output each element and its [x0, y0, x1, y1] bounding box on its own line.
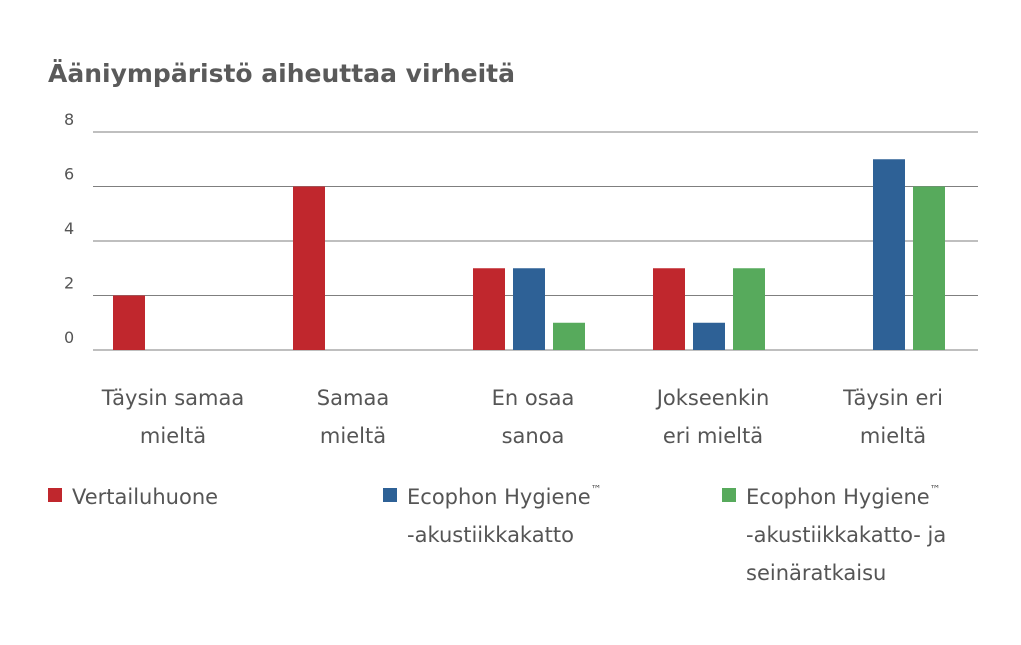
- bar: [693, 322, 725, 350]
- legend-swatch: [383, 488, 397, 502]
- bar: [873, 159, 905, 350]
- bar: [913, 186, 945, 350]
- category-label: eri mieltä: [663, 424, 763, 448]
- legend-label: Vertailuhuone: [72, 485, 218, 509]
- category-label: Täysin eri: [842, 386, 943, 410]
- y-tick-label: 2: [64, 274, 74, 293]
- y-axis-tick-labels: 0 2 4 6 8: [64, 110, 74, 347]
- legend-label: seinäratkaisu: [746, 561, 886, 585]
- category-label: Täysin samaa: [101, 386, 244, 410]
- bar: [293, 186, 325, 350]
- bar: [553, 322, 585, 350]
- category-label: En osaa: [492, 386, 575, 410]
- y-tick-label: 8: [64, 110, 74, 129]
- category-label: sanoa: [502, 424, 565, 448]
- legend-swatch: [48, 488, 62, 502]
- y-tick-label: 0: [64, 328, 74, 347]
- y-tick-label: 6: [64, 165, 74, 184]
- legend-label: Ecophon Hygiene™: [407, 483, 602, 509]
- category-label: mieltä: [140, 424, 206, 448]
- legend-label: -akustiikkakatto- ja: [746, 523, 946, 547]
- bar: [513, 268, 545, 350]
- category-label: mieltä: [320, 424, 386, 448]
- legend: Vertailuhuone Ecophon Hygiene™ -akustiikka…: [48, 483, 946, 585]
- bar: [473, 268, 505, 350]
- legend-label: -akustiikkakatto: [407, 523, 574, 547]
- category-label: Jokseenkin: [655, 386, 770, 410]
- category-label: mieltä: [860, 424, 926, 448]
- y-tick-label: 4: [64, 219, 74, 238]
- gridlines: [93, 131, 978, 351]
- x-axis-category-labels: Täysin samaa mieltä Samaa mieltä En osaa sano…: [101, 386, 943, 448]
- legend-swatch: [722, 488, 736, 502]
- bars: [113, 159, 945, 350]
- category-label: Samaa: [317, 386, 389, 410]
- chart-title: Ääniympäristö aiheuttaa virheitä: [48, 58, 515, 88]
- bar: [653, 268, 685, 350]
- legend-label: Ecophon Hygiene™: [746, 483, 941, 509]
- bar: [113, 295, 145, 350]
- bar: [733, 268, 765, 350]
